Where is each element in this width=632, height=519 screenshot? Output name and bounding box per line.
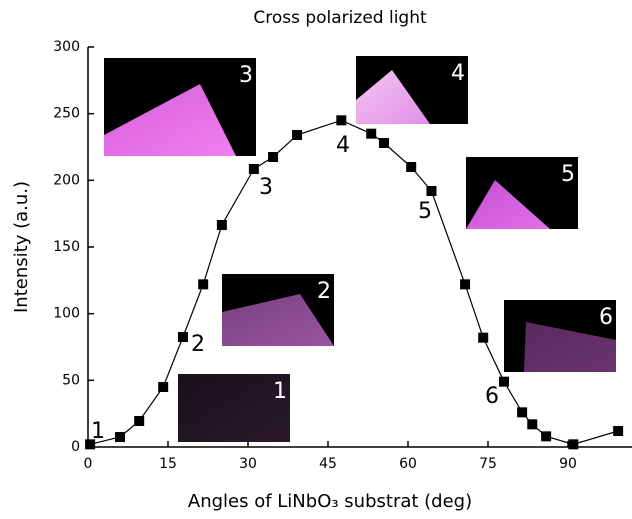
image-label: 6 <box>599 305 613 330</box>
y-tick-label: 250 <box>53 106 80 122</box>
data-point <box>426 186 437 196</box>
inset-images <box>104 56 616 442</box>
x-tick-label: 90 <box>559 456 577 472</box>
data-point <box>336 115 347 126</box>
y-tick-label: 150 <box>53 239 80 255</box>
x-tick-label: 45 <box>319 456 337 472</box>
data-point <box>158 382 169 392</box>
data-point <box>460 279 471 290</box>
data-point <box>517 407 528 418</box>
y-tick-label: 200 <box>53 172 80 188</box>
chart-title: Cross polarized light <box>253 8 427 28</box>
y-tick-label: 100 <box>53 306 80 322</box>
inset-image <box>178 374 290 442</box>
data-point <box>406 162 417 172</box>
data-point <box>366 128 377 139</box>
crystal <box>104 84 236 156</box>
crystal <box>222 294 334 346</box>
data-point <box>613 426 624 436</box>
image-label: 5 <box>561 162 575 187</box>
data-point <box>198 279 209 290</box>
point-annotation: 4 <box>336 133 350 158</box>
x-tick-label: 75 <box>479 456 497 472</box>
point-annotation: 6 <box>485 384 499 409</box>
data-point <box>85 439 96 450</box>
point-annotation: 5 <box>418 199 432 224</box>
y-tick-label: 50 <box>62 372 80 388</box>
data-point <box>568 439 579 450</box>
data-point <box>134 416 145 426</box>
image-label: 4 <box>451 61 465 86</box>
data-point <box>292 130 303 140</box>
point-annotation: 1 <box>91 419 105 444</box>
x-tick-label: 0 <box>84 456 93 472</box>
data-point <box>541 431 552 442</box>
x-tick-label: 60 <box>399 456 417 472</box>
data-point <box>499 376 509 387</box>
data-point <box>268 152 279 162</box>
image-label: 1 <box>273 379 287 404</box>
data-point <box>115 432 125 442</box>
data-point <box>527 419 538 430</box>
image-label: 3 <box>239 63 253 88</box>
crystal <box>356 70 430 124</box>
data-point <box>216 220 227 230</box>
y-tick-label: 300 <box>53 39 80 55</box>
x-axis-label: Angles of LiNbO₃ substrat (deg) <box>188 491 472 512</box>
y-tick-label: 0 <box>71 439 80 455</box>
data-point <box>478 332 489 343</box>
data-point <box>379 138 389 148</box>
point-annotation: 2 <box>191 332 205 357</box>
x-tick-label: 30 <box>239 456 257 472</box>
data-point <box>248 164 259 174</box>
data-point <box>177 332 188 342</box>
x-tick-label: 15 <box>159 456 177 472</box>
image-label: 2 <box>317 279 331 304</box>
crystal <box>524 322 616 372</box>
y-axis-label: Intensity (a.u.) <box>11 181 32 313</box>
point-annotation: 3 <box>259 175 273 200</box>
crystal <box>466 180 550 229</box>
